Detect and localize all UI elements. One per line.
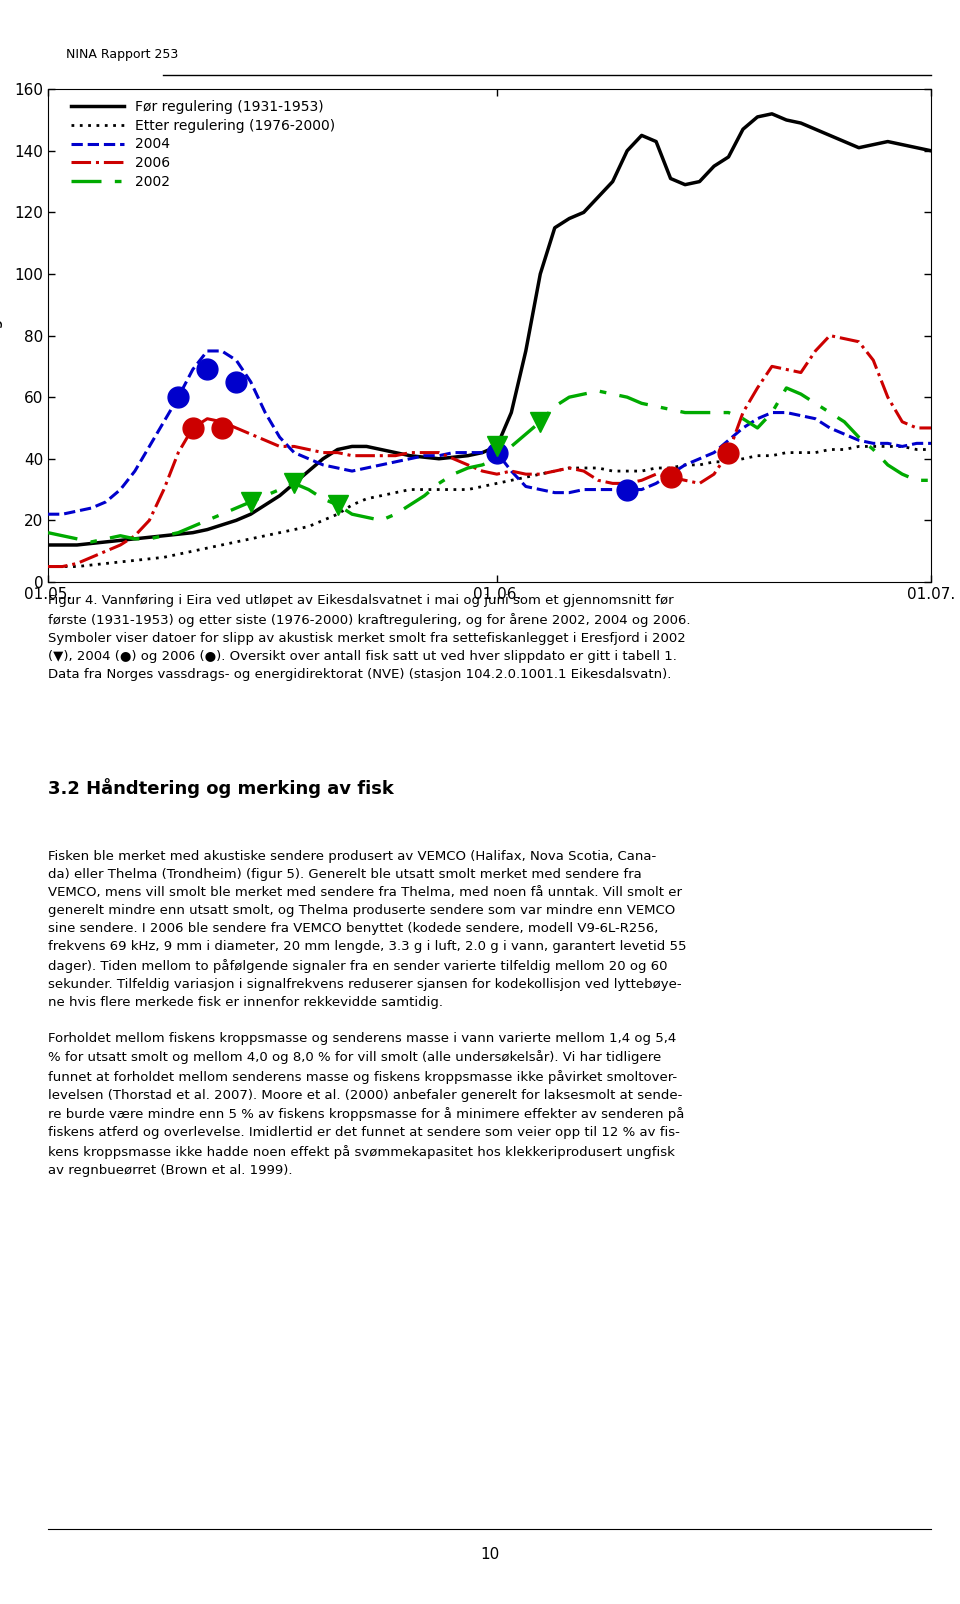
Y-axis label: Vannføring (m³/s): Vannføring (m³/s) — [0, 263, 3, 407]
Legend: Før regulering (1931-1953), Etter regulering (1976-2000), 2004, 2006, 2002: Før regulering (1931-1953), Etter regule… — [65, 95, 341, 194]
Text: 10: 10 — [480, 1546, 499, 1562]
Text: Figur 4. Vannføring i Eira ved utløpet av Eikesdalsvatnet i mai og juni som et g: Figur 4. Vannføring i Eira ved utløpet a… — [48, 593, 690, 680]
Text: Fisken ble merket med akustiske sendere produsert av VEMCO (Halifax, Nova Scotia: Fisken ble merket med akustiske sendere … — [48, 850, 686, 1177]
Text: NINA Rapport 253: NINA Rapport 253 — [65, 48, 178, 61]
Text: 3.2 Håndtering og merking av fisk: 3.2 Håndtering og merking av fisk — [48, 778, 394, 797]
